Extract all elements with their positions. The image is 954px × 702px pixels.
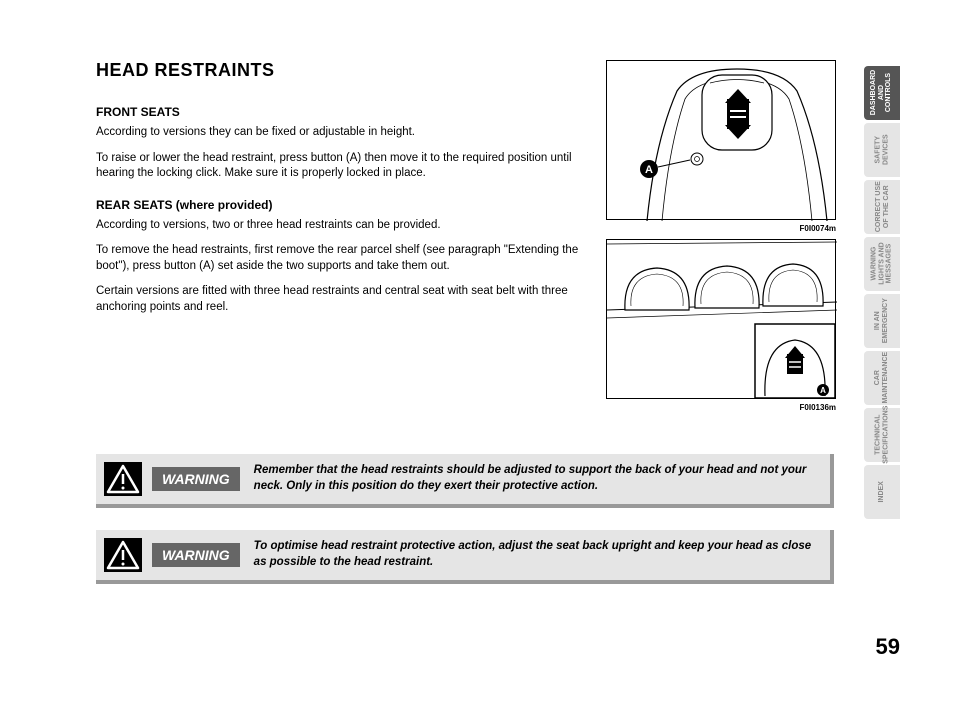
warning-text: To optimise head restraint protective ac… [254, 539, 818, 570]
tab-safety-devices[interactable]: SAFETYDEVICES [864, 123, 900, 177]
section-rear-seats-title: REAR SEATS (where provided) [96, 198, 586, 212]
tab-emergency[interactable]: IN ANEMERGENCY [864, 294, 900, 348]
paragraph: To raise or lower the head restraint, pr… [96, 151, 586, 182]
figure-front-headrest: A [606, 60, 836, 220]
page-title: HEAD RESTRAINTS [96, 60, 586, 81]
paragraph: According to versions, two or three head… [96, 218, 586, 234]
text-column: HEAD RESTRAINTS FRONT SEATS According to… [96, 60, 586, 325]
paragraph: To remove the head restraints, first rem… [96, 243, 586, 274]
tab-dashboard-controls[interactable]: DASHBOARDANDCONTROLS [864, 66, 900, 120]
label-a: A [645, 164, 653, 176]
section-front-seats-title: FRONT SEATS [96, 105, 586, 119]
figure-caption: F0I0136m [606, 403, 836, 412]
warning-text: Remember that the head restraints should… [254, 463, 818, 494]
paragraph: Certain versions are fitted with three h… [96, 284, 586, 315]
label-a-inset: A [820, 386, 826, 395]
tab-specifications[interactable]: TECHNICALSPECIFICATIONS [864, 408, 900, 462]
section-tabs-sidebar: DASHBOARDANDCONTROLS SAFETYDEVICES CORRE… [864, 66, 900, 522]
warning-triangle-icon [104, 462, 142, 496]
figure-column: A F0I0074m [606, 60, 836, 412]
tab-correct-use[interactable]: CORRECT USEOF THE CAR [864, 180, 900, 234]
figure-caption: F0I0074m [606, 224, 836, 233]
rear-headrests-svg: A [607, 240, 837, 400]
warnings-container: WARNING Remember that the head restraint… [96, 454, 834, 606]
page-number: 59 [876, 634, 900, 660]
tab-warning-lights[interactable]: WARNINGLIGHTS ANDMESSAGES [864, 237, 900, 291]
manual-page: HEAD RESTRAINTS FRONT SEATS According to… [0, 0, 954, 702]
figure-rear-headrests: A [606, 239, 836, 399]
warning-label: WARNING [152, 467, 240, 491]
warning-label: WARNING [152, 543, 240, 567]
warning-triangle-icon [104, 538, 142, 572]
tab-index[interactable]: INDEX [864, 465, 900, 519]
warning-box-1: WARNING Remember that the head restraint… [96, 454, 834, 508]
paragraph: According to versions they can be fixed … [96, 125, 586, 141]
front-headrest-svg: A [607, 61, 837, 221]
tab-maintenance[interactable]: CARMAINTENANCE [864, 351, 900, 405]
warning-box-2: WARNING To optimise head restraint prote… [96, 530, 834, 584]
